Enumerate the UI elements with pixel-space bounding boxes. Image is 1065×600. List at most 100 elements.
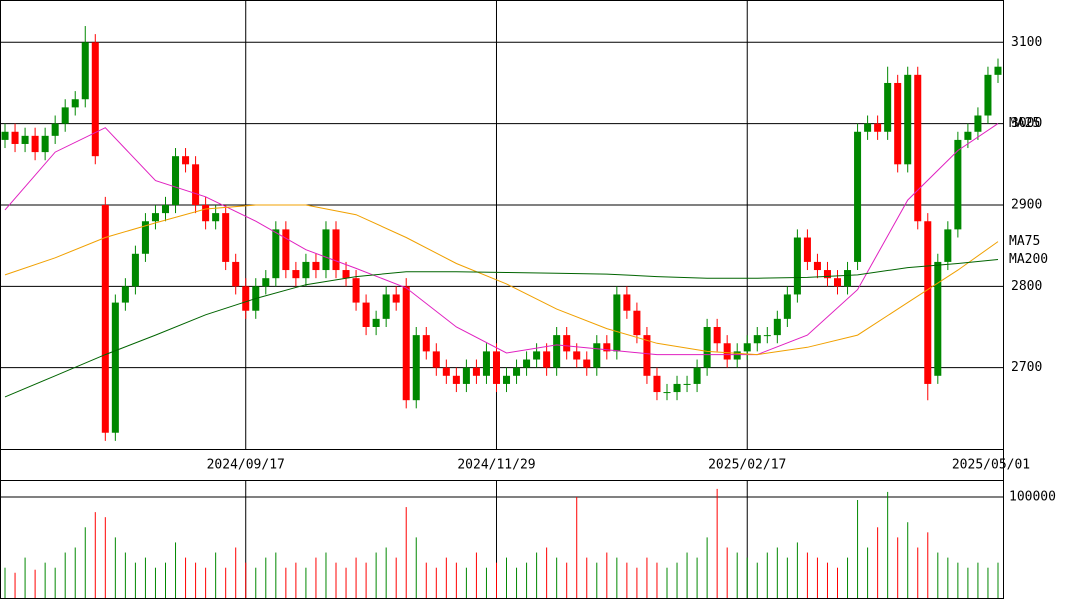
- y-tick-label: 2900: [1011, 197, 1042, 212]
- candle-body: [904, 74, 912, 165]
- candle-body: [954, 139, 962, 230]
- candle-body: [462, 367, 470, 384]
- candle-body: [392, 294, 400, 303]
- candle-body: [874, 123, 882, 132]
- candle-body: [71, 99, 79, 108]
- candle-body: [442, 367, 450, 376]
- candle-body: [242, 286, 250, 311]
- candle-body: [974, 115, 982, 132]
- candle-body: [743, 343, 751, 352]
- candle-body: [1, 131, 9, 140]
- candle-body: [573, 351, 581, 360]
- candle-body: [503, 375, 511, 384]
- moving-average-line: [4, 123, 999, 356]
- candle-body: [583, 359, 591, 368]
- candle-body: [563, 335, 571, 352]
- candle-body: [192, 164, 200, 205]
- candle-body: [703, 326, 711, 368]
- candle-body: [523, 359, 531, 368]
- candle-body: [833, 278, 842, 287]
- candle-body: [222, 213, 230, 262]
- candle-body: [492, 351, 500, 384]
- candle-body: [31, 135, 39, 153]
- candle-body: [793, 237, 801, 295]
- candle-body: [262, 278, 270, 287]
- candle-body: [121, 286, 129, 303]
- candle-body: [432, 351, 440, 368]
- candle-body: [332, 229, 340, 271]
- candle-body: [733, 351, 741, 360]
- candle-body: [623, 294, 631, 311]
- candle-body: [422, 335, 430, 352]
- candle-body: [693, 367, 701, 384]
- candle-body: [452, 375, 460, 384]
- candle-body: [513, 367, 521, 376]
- candle-body: [844, 270, 852, 287]
- candle-body: [61, 107, 69, 124]
- candle-body: [182, 156, 190, 165]
- candle-body: [232, 261, 240, 287]
- candle-body: [663, 392, 671, 394]
- candle-body: [21, 135, 29, 144]
- x-tick-label: 2024/09/17: [207, 458, 285, 473]
- candle-body: [382, 294, 390, 319]
- candle-body: [51, 123, 59, 136]
- y-tick-label: 2800: [1011, 279, 1042, 294]
- y-tick-label: 3100: [1011, 35, 1042, 50]
- candle-body: [322, 229, 330, 271]
- candle-body: [603, 343, 611, 352]
- candle-body: [81, 42, 89, 100]
- candle-body: [994, 66, 1002, 75]
- moving-average-line: [4, 204, 999, 356]
- candle-body: [141, 221, 149, 254]
- candle-body: [803, 237, 811, 262]
- candle-body: [683, 383, 691, 385]
- candle-body: [593, 343, 601, 368]
- candle-body: [11, 131, 19, 144]
- candle-body: [41, 135, 49, 153]
- price-panel-border: [0, 0, 1004, 450]
- candle-body: [633, 310, 641, 336]
- candle-body: [964, 131, 972, 140]
- candle-body: [412, 335, 420, 401]
- candle-body: [854, 131, 862, 262]
- candle-body: [773, 318, 781, 336]
- candle-body: [161, 204, 170, 214]
- candle-body: [151, 213, 159, 222]
- candle-body: [643, 335, 651, 376]
- candle-body: [91, 42, 99, 157]
- candle-body: [673, 383, 681, 393]
- candle-body: [613, 294, 621, 352]
- candle-body: [823, 270, 831, 279]
- candle-body: [372, 318, 380, 327]
- candle-body: [533, 351, 541, 360]
- volume-panel-border: [0, 480, 1004, 599]
- candle-body: [924, 221, 932, 384]
- moving-average-line: [4, 259, 999, 398]
- candle-body: [753, 335, 761, 344]
- candle-body: [472, 367, 480, 376]
- candle-body: [342, 270, 350, 279]
- candle-body: [783, 294, 791, 319]
- y-tick-label: 2700: [1011, 360, 1042, 375]
- candle-body: [884, 82, 892, 132]
- candle-body: [212, 213, 220, 222]
- candle-body: [543, 351, 551, 368]
- candle-body: [553, 335, 561, 368]
- candle-body: [362, 302, 370, 327]
- candle-body: [282, 229, 290, 271]
- candle-body: [713, 326, 721, 344]
- x-tick-label: 2025/05/01: [952, 458, 1030, 473]
- legend-label: MA200: [1009, 252, 1048, 267]
- candle-body: [653, 375, 661, 393]
- candle-body: [131, 253, 139, 287]
- candle-body: [312, 261, 320, 271]
- legend-label: MA25: [1009, 116, 1040, 131]
- candle-body: [813, 261, 821, 271]
- candle-body: [864, 123, 872, 132]
- candle-body: [352, 278, 360, 303]
- candle-body: [172, 156, 180, 205]
- candle-body: [272, 229, 280, 279]
